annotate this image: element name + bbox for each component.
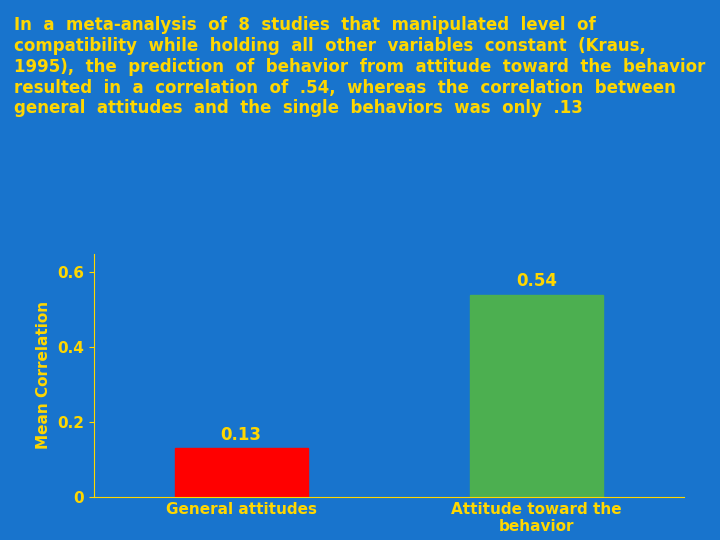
Bar (175, 448, 307, 497)
Y-axis label: Mean Correlation: Mean Correlation (36, 301, 51, 449)
Text: 0.13: 0.13 (221, 426, 261, 444)
Bar (470, 295, 603, 497)
Text: In  a  meta-analysis  of  8  studies  that  manipulated  level  of
compatibility: In a meta-analysis of 8 studies that man… (14, 16, 706, 117)
Text: 0.54: 0.54 (516, 273, 557, 291)
